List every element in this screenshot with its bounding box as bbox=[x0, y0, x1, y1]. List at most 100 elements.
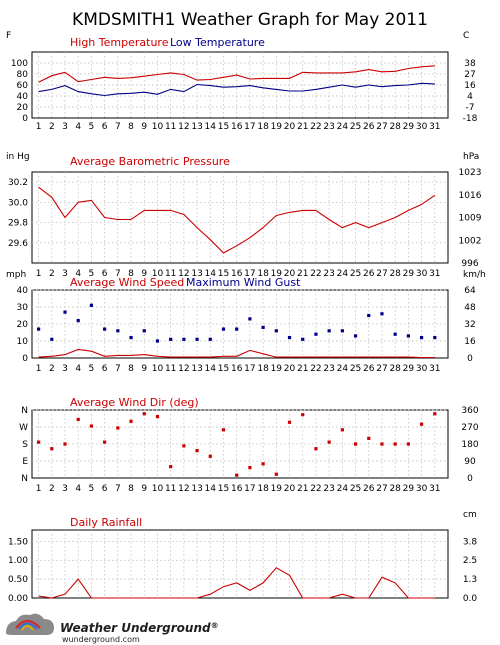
x-tick-label: 19 bbox=[271, 269, 283, 279]
x-tick-label: 4 bbox=[75, 364, 81, 374]
x-tick-label: 2 bbox=[49, 269, 55, 279]
data-point bbox=[274, 472, 278, 476]
data-point bbox=[380, 312, 384, 316]
x-tick-label: 29 bbox=[403, 484, 415, 494]
x-tick-label: 16 bbox=[231, 269, 243, 279]
x-tick-label: 7 bbox=[115, 364, 121, 374]
x-tick-label: 15 bbox=[218, 122, 229, 132]
x-tick-label: 15 bbox=[218, 364, 229, 374]
data-point bbox=[63, 310, 67, 314]
data-point bbox=[353, 334, 358, 338]
data-point bbox=[314, 332, 318, 336]
right-unit-label: km/h bbox=[463, 270, 486, 280]
x-tick-label: 11 bbox=[165, 269, 176, 279]
x-tick-label: 30 bbox=[416, 122, 428, 132]
x-tick-label: 15 bbox=[218, 269, 229, 279]
data-point bbox=[301, 337, 305, 341]
right-tick-label: 90 bbox=[464, 457, 476, 467]
y-tick-label: 1.50 bbox=[8, 537, 28, 547]
logo-name: Weather Underground® bbox=[60, 621, 219, 635]
series-line bbox=[38, 186, 436, 254]
right-tick-label: 38 bbox=[464, 59, 476, 69]
x-tick-label: 9 bbox=[141, 484, 147, 494]
y-tick-label: 60 bbox=[17, 81, 29, 91]
right-tick-label: 1002 bbox=[459, 236, 482, 246]
data-point bbox=[195, 449, 199, 453]
series-name: Average Wind Speed bbox=[70, 276, 184, 289]
y-tick-label: 29.8 bbox=[8, 219, 28, 229]
weather-underground-logo[interactable]: Weather Underground® wunderground.com bbox=[6, 613, 219, 644]
right-tick-label: 270 bbox=[461, 423, 478, 433]
x-tick-label: 10 bbox=[152, 364, 164, 374]
x-tick-label: 10 bbox=[152, 122, 164, 132]
x-tick-label: 20 bbox=[284, 364, 296, 374]
logo-site: wunderground.com bbox=[62, 635, 140, 644]
right-tick-label: 996 bbox=[461, 259, 478, 269]
x-tick-label: 9 bbox=[141, 122, 147, 132]
x-tick-label: 8 bbox=[128, 269, 134, 279]
y-tick-label: 1.00 bbox=[8, 556, 28, 566]
x-tick-label: 1 bbox=[36, 364, 42, 374]
x-tick-label: 6 bbox=[102, 364, 108, 374]
data-point bbox=[116, 426, 120, 430]
x-tick-label: 2 bbox=[49, 484, 55, 494]
right-tick-label: 1009 bbox=[459, 214, 482, 224]
x-tick-label: 2 bbox=[49, 364, 55, 374]
data-point bbox=[248, 466, 252, 470]
chart-panel-5: 0.00 0.50 1.00 1.50 0.0 1.3 2.5 3.8 cm Daily Rain… bbox=[8, 510, 477, 604]
data-point bbox=[129, 336, 133, 340]
data-point bbox=[419, 336, 424, 340]
data-point bbox=[367, 436, 371, 440]
y-tick-label: 30.0 bbox=[8, 198, 28, 208]
x-tick-label: 12 bbox=[178, 484, 189, 494]
x-tick-label: 7 bbox=[115, 269, 121, 279]
y-tick-label: 40 bbox=[17, 286, 29, 296]
data-point bbox=[380, 442, 384, 446]
x-tick-label: 28 bbox=[389, 122, 401, 132]
right-tick-label: 1023 bbox=[459, 168, 482, 178]
x-tick-label: 18 bbox=[257, 269, 269, 279]
right-tick-label: 0 bbox=[467, 354, 473, 364]
x-tick-label: 12 bbox=[178, 364, 189, 374]
x-tick-label: 20 bbox=[284, 122, 296, 132]
data-point bbox=[340, 329, 344, 333]
y-tick-label: 20 bbox=[17, 103, 29, 113]
y-tick-label: 20 bbox=[17, 320, 29, 330]
x-tick-label: 25 bbox=[350, 269, 361, 279]
data-point bbox=[50, 447, 54, 451]
data-point bbox=[406, 442, 410, 446]
data-point bbox=[208, 454, 212, 458]
x-tick-label: 6 bbox=[102, 269, 108, 279]
x-tick-label: 3 bbox=[62, 364, 68, 374]
x-tick-label: 14 bbox=[205, 269, 217, 279]
page-title: KMDSMITH1 Weather Graph for May 2011 bbox=[72, 10, 428, 30]
x-tick-label: 16 bbox=[231, 364, 243, 374]
y-tick-label: W bbox=[19, 423, 28, 433]
series-line bbox=[38, 82, 435, 97]
x-tick-label: 17 bbox=[244, 364, 255, 374]
data-point bbox=[287, 420, 292, 424]
right-tick-label: 2.5 bbox=[463, 556, 477, 566]
x-tick-label: 23 bbox=[323, 484, 334, 494]
x-tick-label: 24 bbox=[337, 484, 349, 494]
x-tick-label: 11 bbox=[165, 364, 176, 374]
x-tick-label: 25 bbox=[350, 364, 361, 374]
data-point bbox=[182, 444, 186, 448]
right-tick-label: 0.0 bbox=[463, 594, 478, 604]
data-point bbox=[63, 442, 67, 446]
y-tick-label: N bbox=[21, 474, 28, 484]
x-tick-label: 13 bbox=[191, 122, 202, 132]
data-point bbox=[248, 317, 252, 321]
x-tick-label: 6 bbox=[102, 484, 108, 494]
x-tick-label: 13 bbox=[191, 364, 202, 374]
data-point bbox=[287, 336, 292, 340]
x-tick-label: 23 bbox=[323, 364, 334, 374]
data-point bbox=[129, 419, 133, 423]
x-tick-label: 22 bbox=[310, 122, 321, 132]
x-tick-label: 11 bbox=[165, 122, 176, 132]
y-tick-label: 29.6 bbox=[8, 239, 28, 249]
data-point bbox=[182, 337, 186, 341]
data-point bbox=[406, 334, 410, 338]
